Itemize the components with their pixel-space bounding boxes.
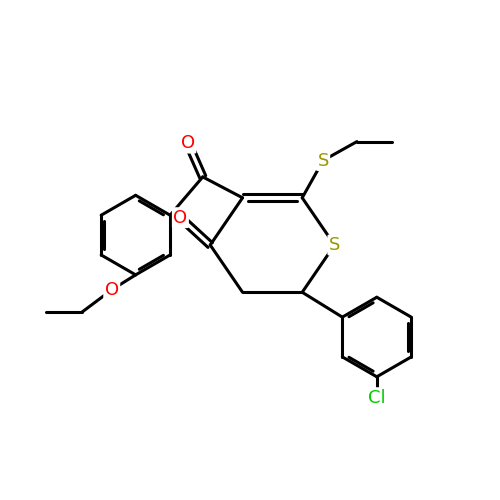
Text: O: O [174,208,188,226]
Text: S: S [318,152,329,170]
Text: O: O [104,281,119,299]
Text: O: O [181,134,195,152]
Text: Cl: Cl [368,388,386,406]
Text: S: S [329,236,340,254]
